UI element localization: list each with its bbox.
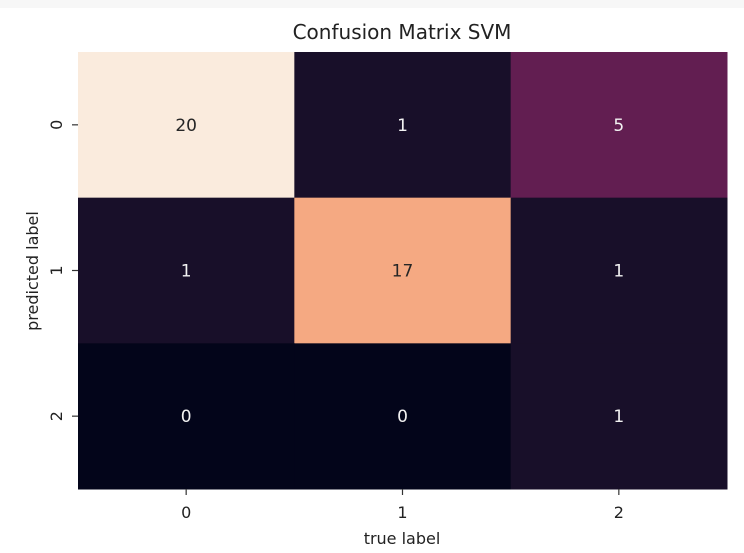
cell-value-label: 1 — [181, 262, 192, 282]
x-axis: 0 1 2 — [181, 489, 624, 522]
y-axis: 0 1 2 — [47, 120, 78, 421]
y-tick-label: 1 — [47, 265, 66, 275]
cell-value-label: 5 — [613, 116, 624, 136]
heatmap-cell — [294, 343, 512, 490]
y-tick-label: 2 — [47, 411, 66, 421]
cell-value-label: 1 — [613, 262, 624, 282]
heatmap-cell — [510, 197, 728, 344]
heatmap-cells: 20 1 5 1 17 1 0 0 1 — [78, 52, 728, 490]
cell-value-label: 0 — [181, 407, 192, 427]
x-axis-label: true label — [364, 529, 441, 548]
x-tick-label: 1 — [397, 503, 407, 522]
x-tick-label: 2 — [614, 503, 624, 522]
heatmap-cell — [78, 343, 295, 490]
heatmap-cell — [78, 197, 295, 344]
cell-value-label: 1 — [613, 407, 624, 427]
heatmap-cell — [510, 52, 728, 199]
top-border — [0, 0, 744, 8]
heatmap-cell — [510, 343, 728, 490]
chart-title: Confusion Matrix SVM — [293, 20, 512, 44]
cell-value-label: 20 — [175, 116, 197, 136]
cell-value-label: 17 — [392, 262, 414, 282]
x-tick-label: 0 — [181, 503, 191, 522]
heatmap-cell — [294, 197, 512, 344]
y-axis-label: predicted label — [23, 211, 42, 331]
y-tick-label: 0 — [47, 120, 66, 130]
cell-value-label: 0 — [397, 407, 408, 427]
heatmap-cell — [78, 52, 295, 199]
cell-value-label: 1 — [397, 116, 408, 136]
heatmap-cell — [294, 52, 512, 199]
